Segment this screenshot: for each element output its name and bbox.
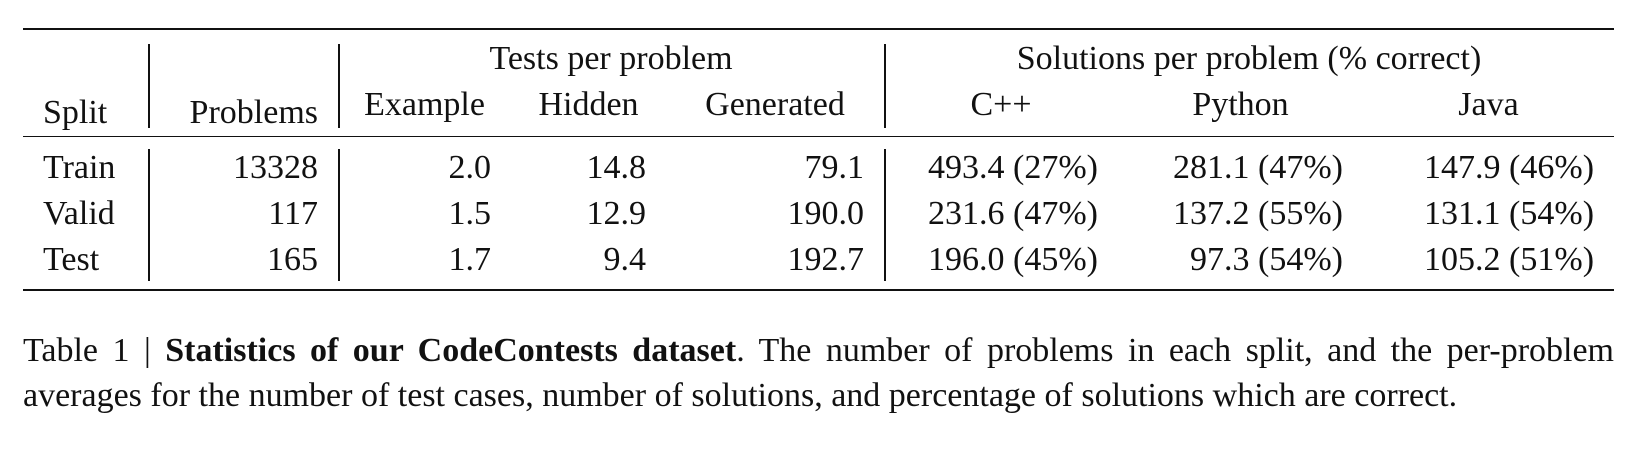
table-cell: 493.4 (27%): [884, 137, 1118, 192]
header-row: Split Problems Tests per problem Solutio…: [23, 29, 1614, 131]
caption-separator: |: [143, 332, 151, 369]
caption-text: . The number of problems in each split, …: [23, 332, 1615, 414]
table-cell: 14.8: [586, 149, 647, 186]
table-cell: Test: [43, 241, 100, 278]
header-group: Solutions per problem (% correct): [884, 29, 1614, 82]
table-cell: 2.0: [338, 137, 511, 192]
table-cell: 1.7: [338, 237, 511, 290]
caption: Table 1 | Statistics of our CodeContests…: [23, 328, 1614, 418]
table-cell: 117: [148, 191, 338, 237]
caption-label: Table 1: [23, 332, 130, 369]
table-cell: 192.7: [787, 241, 865, 278]
table-cell: 165: [148, 237, 338, 290]
table-cell: Valid: [43, 195, 115, 232]
table-cell: 147.9 (46%): [1424, 149, 1595, 186]
table-cell: 1.5: [338, 191, 511, 237]
table-cell: 190.0: [787, 195, 865, 232]
header-cell: C++: [884, 82, 1118, 137]
table-cell: 79.1: [804, 149, 865, 186]
header-cell: Python: [1192, 86, 1289, 123]
table-cell: 97.3 (54%): [1190, 241, 1343, 278]
table-body: Train 13328 2.0 14.8 79.1 493.4 (27%) 281.1 (4…: [23, 137, 1615, 290]
table-cell: 13328: [148, 137, 338, 192]
table-cell: 196.0 (45%): [884, 237, 1118, 290]
table-cell: 105.2 (51%): [1424, 241, 1595, 278]
header-cell: Hidden: [538, 86, 639, 123]
table-row: Test 165 1.7 9.4 192.7 196.0 (45%) 97.3 (54%) 1…: [23, 237, 1614, 290]
header-row: Example Hidden Generated C++ Python Java: [23, 82, 1614, 137]
header-cell: Java: [1458, 86, 1519, 123]
table-cell: 281.1 (47%): [1173, 149, 1343, 186]
caption-title: Statistics of our CodeContests dataset: [165, 332, 737, 369]
table-cell: 9.4: [603, 241, 647, 278]
table-cell: 231.6 (47%): [884, 191, 1118, 237]
table-cell: 12.9: [586, 195, 647, 232]
header-cell: Problems: [148, 29, 338, 137]
table-row: Train 13328 2.0 14.8 79.1 493.4 (27%) 281.1 (4…: [23, 137, 1614, 192]
header-group: Tests per problem: [338, 29, 884, 82]
table-header: Split Problems Tests per problem Solutio…: [23, 29, 1615, 137]
table-cell: Train: [43, 149, 116, 186]
table-row: Valid 117 1.5 12.9 190.0 231.6 (47%) 137.2 (55…: [23, 191, 1614, 237]
stats-table: Split Problems Tests per problem Solutio…: [23, 28, 1615, 291]
table-cell: 137.2 (55%): [1173, 195, 1343, 232]
header-cell: Generated: [705, 86, 845, 123]
table-cell: 131.1 (54%): [1424, 195, 1595, 232]
header-cell: Split: [43, 94, 108, 131]
header-cell: Example: [338, 82, 511, 137]
